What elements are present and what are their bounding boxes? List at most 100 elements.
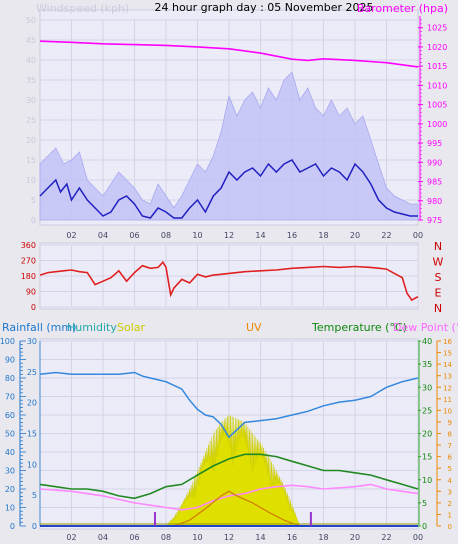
temp-tick-label: 40 [422,337,432,346]
rain-tick-label: 50 [5,430,15,439]
barometer-tick-label: 1020 [427,43,447,52]
x-tick-label: 00 [413,533,423,542]
uv-tick-label: 4 [448,477,453,485]
axis-labels: 0510152025303540455097598098599099510001… [0,16,453,542]
uv-tick-label: 10 [443,407,452,415]
wind-tick-label: 0 [31,216,36,225]
humidity-tick-label: 10 [27,460,37,469]
wind-gust-area [39,71,419,221]
wind-tick-label: 40 [26,56,36,65]
barometer-tick-label: 1015 [427,62,447,71]
wind-axis-label: Windspeed (kph) [36,2,129,15]
barometer-tick-label: 985 [427,178,442,187]
x-tick-label: 14 [255,231,265,240]
uv-tick-label: 16 [443,338,452,346]
wind-tick-label: 30 [26,96,36,105]
uv-tick-label: 3 [448,488,452,496]
x-tick-label: 20 [350,533,360,542]
x-tick-label: 02 [66,231,76,240]
x-tick-label: 08 [161,533,171,542]
barometer-tick-label: 1005 [427,101,447,110]
barometer-axis-label: Barometer (hpa) [357,2,448,15]
barometer-tick-label: 1025 [427,24,447,33]
rain-tick-label: 30 [5,467,15,476]
humidity-tick-label: 5 [32,491,37,500]
x-tick-label: 12 [224,533,234,542]
rain-tick-label: 0 [10,522,15,531]
x-tick-label: 14 [255,533,265,542]
humidity-tick-label: 15 [27,430,37,439]
wind-tick-label: 50 [26,16,36,25]
temperature-line [39,453,419,500]
uv-tick-label: 0 [448,523,452,531]
legend-solar: Solar [117,321,146,334]
x-tick-label: 20 [350,231,360,240]
x-tick-label: 18 [318,533,328,542]
humidity-tick-label: 0 [32,522,37,531]
temp-tick-label: 35 [422,360,432,369]
x-tick-label: 16 [287,533,297,542]
x-tick-label: 18 [318,231,328,240]
uv-tick-label: 15 [443,350,452,358]
compass-label: N [434,240,442,253]
uv-tick-label: 6 [448,454,453,462]
temp-tick-label: 30 [422,383,432,392]
rain-tick-label: 10 [5,504,15,513]
barometer-tick-label: 1010 [427,81,447,90]
humidity-tick-label: 30 [27,337,37,346]
wind-tick-label: 35 [26,76,36,85]
rain-tick-label: 90 [5,356,15,365]
wind-tick-label: 10 [26,176,36,185]
uv-tick-label: 2 [448,500,452,508]
uv-tick-label: 5 [448,465,452,473]
uv-tick-label: 7 [448,442,452,450]
solar-area [165,414,301,527]
rain-tick-label: 40 [5,448,15,457]
uv-line [173,490,301,527]
uv-tick-label: 1 [448,511,452,519]
rain-tick-label: 70 [5,393,15,402]
wind-tick-label: 45 [26,36,36,45]
series-layer [39,40,419,527]
humidity-line [39,371,419,439]
compass-label: S [435,271,442,284]
temp-tick-label: 20 [422,430,432,439]
wind-tick-label: 5 [31,196,36,205]
x-tick-label: 10 [192,533,202,542]
x-tick-label: 22 [381,231,391,240]
rain-tick-label: 80 [5,374,15,383]
x-tick-label: 08 [161,231,171,240]
barometer-tick-label: 1000 [427,120,447,129]
x-tick-label: 02 [66,533,76,542]
uv-tick-label: 11 [443,396,452,404]
humidity-tick-label: 20 [27,399,37,408]
uv-tick-label: 9 [448,419,452,427]
barometer-tick-label: 995 [427,139,442,148]
x-tick-label: 04 [98,231,108,240]
barometer-line [39,40,419,68]
temp-tick-label: 0 [422,522,427,531]
barometer-tick-label: 980 [427,197,442,206]
barometer-tick-label: 975 [427,216,442,225]
x-tick-label: 12 [224,231,234,240]
direction-tick-label: 90 [26,288,36,297]
humidity-tick-label: 25 [27,368,37,377]
wind-tick-label: 25 [26,116,36,125]
uv-tick-label: 13 [443,373,452,381]
legend-rainfall: Rainfall (mm) [2,321,76,334]
temp-tick-label: 10 [422,476,432,485]
x-tick-label: 10 [192,231,202,240]
chart-title: 24 hour graph day : 05 November 2025 [154,1,373,14]
x-tick-label: 16 [287,231,297,240]
direction-tick-label: 0 [31,303,36,312]
temp-tick-label: 5 [422,499,427,508]
uv-tick-label: 12 [443,384,452,392]
legend-uv: UV [246,321,262,334]
uv-tick-label: 8 [448,431,452,439]
legend-dewpoint: Dew Point (°C) [393,321,458,334]
temp-tick-label: 25 [422,406,432,415]
compass-label: N [434,302,442,315]
barometer-tick-label: 990 [427,158,442,167]
direction-line [39,260,419,302]
